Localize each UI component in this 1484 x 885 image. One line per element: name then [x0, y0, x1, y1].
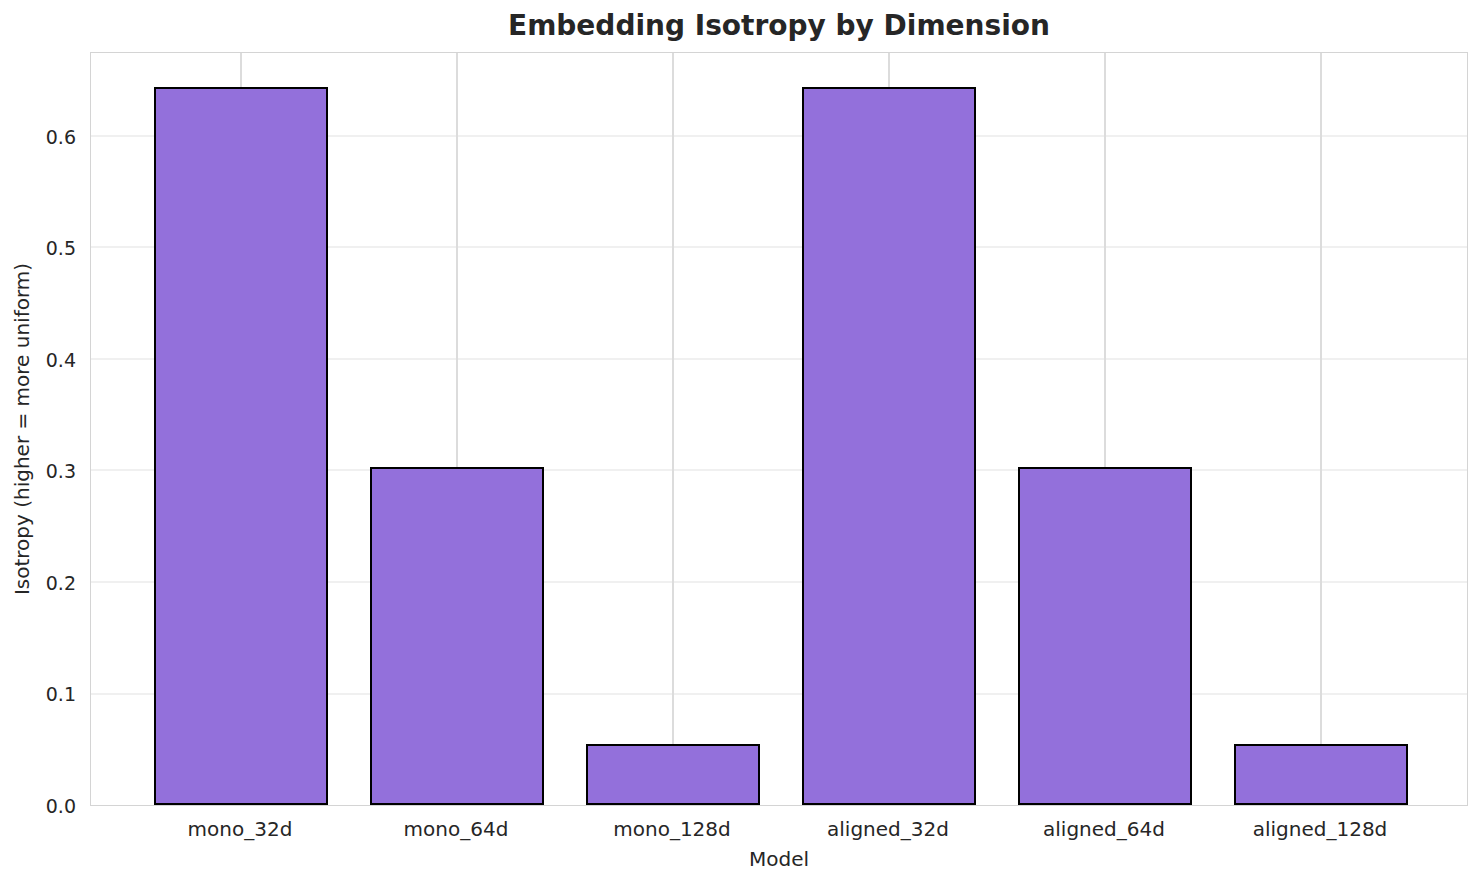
bar-mono_32d — [154, 87, 328, 805]
y-axis-label-text: Isotropy (higher = more uniform) — [10, 263, 34, 595]
bar-aligned_128d — [1234, 744, 1408, 805]
x-gridline — [1320, 53, 1322, 805]
y-tick-label: 0.4 — [0, 348, 76, 372]
x-tick-label-aligned_64d: aligned_64d — [996, 817, 1212, 841]
x-tick-label-aligned_128d: aligned_128d — [1212, 817, 1428, 841]
figure: Embedding Isotropy by Dimension Isotropy… — [0, 0, 1484, 885]
x-axis-label: Model — [90, 847, 1468, 871]
bar-mono_64d — [370, 467, 544, 805]
chart-title: Embedding Isotropy by Dimension — [90, 8, 1468, 44]
x-tick-label-mono_32d: mono_32d — [132, 817, 348, 841]
bar-mono_128d — [586, 744, 760, 805]
y-tick-label: 0.2 — [0, 571, 76, 595]
x-tick-label-aligned_32d: aligned_32d — [780, 817, 996, 841]
y-tick-label: 0.5 — [0, 236, 76, 260]
y-tick-label: 0.3 — [0, 459, 76, 483]
plot-area — [90, 52, 1468, 806]
x-tick-label-mono_128d: mono_128d — [564, 817, 780, 841]
bar-aligned_32d — [802, 87, 976, 805]
y-tick-label: 0.0 — [0, 794, 76, 818]
x-tick-label-mono_64d: mono_64d — [348, 817, 564, 841]
x-gridline — [672, 53, 674, 805]
bar-aligned_64d — [1018, 467, 1192, 805]
y-tick-label: 0.1 — [0, 682, 76, 706]
y-tick-label: 0.6 — [0, 125, 76, 149]
